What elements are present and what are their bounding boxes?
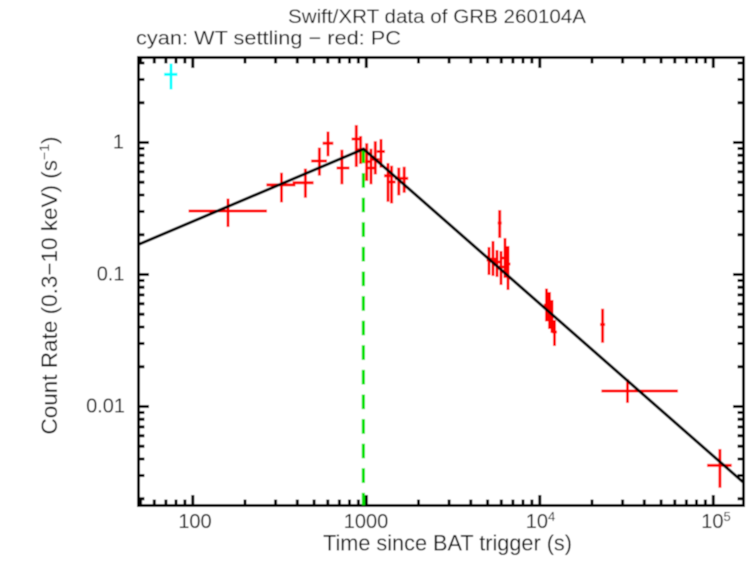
svg-text:1000: 1000 [344,511,389,533]
svg-text:Count Rate (0.3−10 keV) (s−1): Count Rate (0.3−10 keV) (s−1) [36,137,62,435]
svg-text:0.1: 0.1 [97,263,125,285]
svg-text:Swift/XRT data of GRB 260104A: Swift/XRT data of GRB 260104A [288,6,586,28]
svg-text:0.01: 0.01 [86,395,125,417]
svg-text:100: 100 [178,511,211,533]
svg-text:1: 1 [113,131,124,153]
svg-text:cyan: WT settling − red: PC: cyan: WT settling − red: PC [136,28,401,50]
svg-text:Time since BAT trigger (s): Time since BAT trigger (s) [323,531,572,556]
